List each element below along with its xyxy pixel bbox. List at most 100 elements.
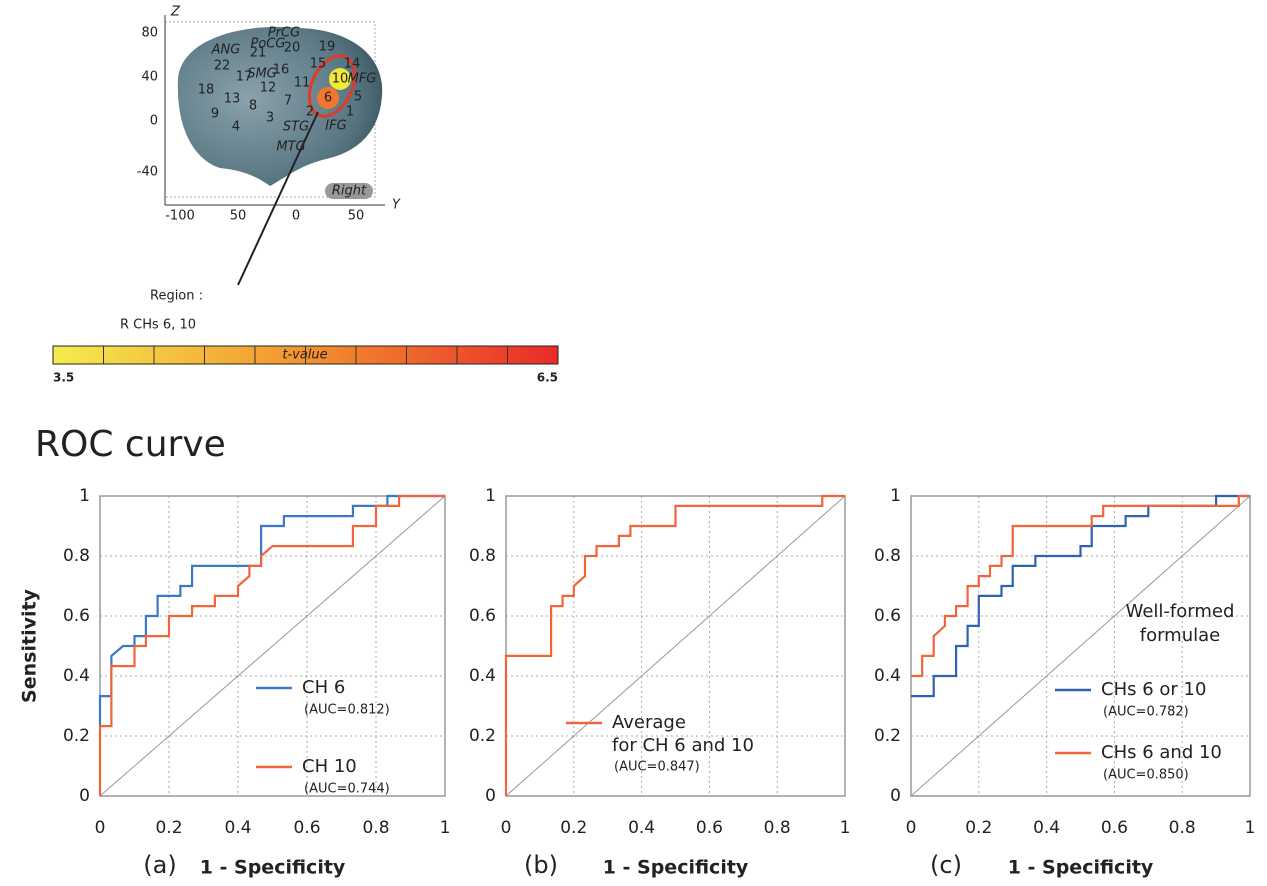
channel-label: 6 [324, 91, 332, 106]
chance-line [910, 495, 1251, 797]
panel-label: (a) [143, 851, 176, 879]
roc-line [911, 494, 1250, 698]
chance-line [99, 495, 446, 797]
region-ellipse [307, 54, 357, 118]
legend-title: formulae [1140, 625, 1220, 646]
y-tick-label: 0.4 [469, 666, 496, 686]
legend-label: for CH 6 and 10 [612, 735, 754, 756]
y-tick-label: 0.4 [63, 666, 90, 686]
activation [329, 68, 351, 90]
roc-line [98, 494, 445, 796]
y-tick-label: 0.4 [874, 666, 901, 686]
legend-auc: (AUC=0.744) [304, 782, 390, 797]
x-axis-label: 1 - Specificity [1008, 857, 1154, 879]
x-tick-label: 0.4 [628, 818, 655, 838]
legend-label: CHs 6 and 10 [1101, 742, 1222, 763]
x-tick-label: 0.8 [764, 818, 791, 838]
region-label: SMG [247, 67, 277, 82]
y-tick-label: 50 [230, 209, 247, 224]
y-tick-label: 50 [348, 209, 365, 224]
x-tick-label: 0.2 [560, 818, 587, 838]
pointer [237, 111, 319, 286]
region-label: MTG [276, 140, 305, 155]
channel-label: 2 [306, 105, 314, 120]
legend-auc: (AUC=0.850) [1103, 768, 1189, 783]
y-tick-label: 1 [485, 486, 496, 506]
channel-label: 22 [214, 59, 231, 74]
panel-label: (c) [930, 851, 962, 879]
y-tick-label: 0.6 [63, 606, 90, 626]
y-tick-label: 0.2 [874, 726, 901, 746]
y-tick-label: 0.2 [469, 726, 496, 746]
x-tick-label: 0.6 [293, 818, 320, 838]
region-label: IFG [325, 119, 346, 134]
region-label: PrCG [268, 26, 300, 41]
roc-chart: 0 0.2 0.4 0.6 0.8 1 0 0.2 0.4 0.6 0.8 1 CH 6 (AUC=0.8… [19, 486, 451, 879]
x-tick-label: 0.4 [1033, 818, 1060, 838]
roc-line [504, 494, 845, 796]
x-tick-label: 1 [1245, 818, 1256, 838]
channel-label: 21 [250, 46, 267, 61]
y-tick-label: 0 [292, 209, 300, 224]
y-tick-label: 0.8 [469, 546, 496, 566]
channel-label: 8 [249, 99, 257, 114]
axis-label: Z [170, 5, 181, 20]
y-tick-label: 0 [485, 786, 496, 806]
plot-frame [910, 495, 1251, 797]
y-tick-label: 0.8 [63, 546, 90, 566]
roc-line [98, 494, 445, 727]
colorbar-min: 3.5 [53, 371, 74, 385]
x-tick-label: 0.2 [965, 818, 992, 838]
x-tick-label: 0.6 [696, 818, 723, 838]
region-label: ANG [211, 43, 241, 58]
channel-label: 4 [232, 120, 240, 135]
channel-label: 1 [346, 105, 354, 120]
chance-line [505, 495, 846, 797]
legend-auc: (AUC=0.812) [304, 703, 390, 718]
y-tick-label: -100 [165, 209, 195, 224]
side-badge [325, 183, 373, 199]
channel-label: 18 [198, 83, 215, 98]
y-tick-label: 0 [79, 786, 90, 806]
channel-label: 11 [294, 76, 311, 91]
z-tick-label: -40 [137, 165, 158, 180]
z-tick-label: 40 [141, 70, 158, 85]
channel-label: 16 [273, 63, 290, 78]
plot-frame [99, 495, 446, 797]
region-label: STG [283, 120, 309, 135]
y-tick-label: 0.8 [874, 546, 901, 566]
legend-label: CH 10 [302, 756, 357, 777]
region-label: MFG [348, 72, 377, 87]
x-tick-label: 0.4 [224, 818, 251, 838]
x-tick-label: 0 [95, 818, 106, 838]
side-label: Right [332, 184, 367, 199]
colorbar-max: 6.5 [537, 371, 558, 385]
channel-label: 20 [284, 41, 301, 56]
x-tick-label: 0.2 [155, 818, 182, 838]
region-title: Region : [150, 289, 203, 304]
channel-label: 5 [354, 90, 362, 105]
section-title: ROC curve [35, 424, 226, 465]
channel-label: 7 [284, 94, 292, 109]
axis-label: Y [392, 198, 401, 213]
y-tick-label: 0.6 [874, 606, 901, 626]
channel-label: 12 [260, 81, 277, 96]
channel-label: 9 [211, 107, 219, 122]
x-tick-label: 0.8 [362, 818, 389, 838]
activation [317, 87, 339, 109]
x-tick-label: 0 [501, 818, 512, 838]
legend-auc: (AUC=0.782) [1103, 705, 1189, 720]
legend-title: Well-formed [1126, 601, 1235, 622]
x-tick-label: 1 [840, 818, 851, 838]
legend-auc: (AUC=0.847) [614, 760, 700, 775]
z-tick-label: 80 [141, 26, 158, 41]
x-axis-label: 1 - Specificity [603, 857, 749, 879]
y-tick-label: 1 [890, 486, 901, 506]
channel-label: 19 [319, 40, 336, 55]
y-axis-label: Sensitivity [19, 588, 41, 702]
x-tick-label: 0.8 [1169, 818, 1196, 838]
channel-label: 10 [332, 72, 349, 87]
brain-diagram: Right Z Y Region : R CHs 6, 10 123456789… [120, 5, 401, 333]
region-value: R CHs 6, 10 [120, 318, 196, 333]
